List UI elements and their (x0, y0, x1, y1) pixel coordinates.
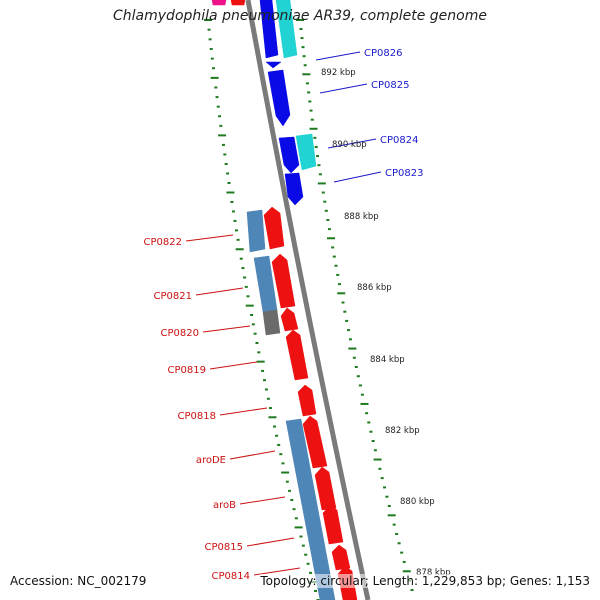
callout-line (253, 567, 301, 576)
gene-small (265, 61, 282, 69)
gene-label-cp0826: CP0826 (364, 48, 402, 59)
gene-cp0819 (285, 329, 309, 381)
feature-cp0820 (262, 309, 281, 336)
callout-line (239, 496, 286, 505)
genome-backbone (245, 0, 371, 600)
gene-label-cp0818: CP0818 (178, 411, 216, 422)
gene-arob (314, 466, 337, 511)
callout-line (202, 325, 251, 333)
genome-summary-text: Topology: circular; Length: 1,229,853 bp… (260, 574, 590, 588)
map-title: Chlamydophila pneumoniae AR39, complete … (113, 8, 487, 24)
callout-line (195, 287, 244, 296)
gene-label-cp0821: CP0821 (154, 291, 192, 302)
scale-label: 886 kbp (357, 283, 392, 293)
gene-cp0826 (259, 0, 279, 59)
gene-arode (302, 415, 328, 469)
gene-cp0825 (267, 69, 291, 127)
callout-line (229, 450, 276, 460)
scale-label: 888 kbp (344, 212, 379, 222)
gene-label-cp0823: CP0823 (385, 168, 423, 179)
partial-gene-top (211, 0, 227, 6)
backbone-line (245, 0, 371, 600)
gene-cp0824 (278, 136, 300, 174)
feature-cp0826 (275, 0, 298, 59)
callout-line (185, 234, 234, 242)
scale-label: 884 kbp (370, 355, 405, 365)
gene-label-arode: aroDE (196, 455, 226, 466)
gene-label-cp0815: CP0815 (205, 542, 243, 553)
gene-cp0814 (331, 544, 351, 571)
feature-cp0824 (295, 133, 317, 171)
feature-arode (285, 418, 336, 600)
scale-label: 880 kbp (400, 497, 435, 507)
scale-label: 890 kbp (332, 140, 367, 150)
accession-text: Accession: NC_002179 (10, 574, 147, 588)
gene-cp0823 (284, 172, 304, 206)
gene-cp0815 (322, 504, 344, 545)
callout-line (315, 51, 361, 61)
callout-line (246, 537, 295, 547)
callout-line (327, 138, 377, 149)
gene-label-cp0814: CP0814 (212, 571, 250, 582)
gene-cp0822 (263, 206, 285, 250)
gene-label-cp0819: CP0819 (168, 365, 206, 376)
callout-line (209, 361, 258, 370)
gene-label-cp0824: CP0824 (380, 135, 418, 146)
label-callouts: CP0826 CP0825 CP0824 CP0823 CP0822 CP0821 CP08… (144, 48, 424, 582)
scale-label: 878 kbp (416, 568, 451, 578)
gene-cp0818 (297, 384, 317, 417)
callout-line (319, 83, 368, 94)
gene-label-cp0825: CP0825 (371, 80, 409, 91)
callout-line (219, 407, 268, 416)
gene-label-arob: aroB (213, 500, 236, 511)
callout-line (333, 171, 382, 183)
scale-labels: 892 kbp 890 kbp 888 kbp 886 kbp 884 kbp 882 k… (321, 68, 451, 578)
feature-cp0822 (246, 209, 266, 253)
gene-label-cp0822: CP0822 (144, 237, 182, 248)
scale-label: 892 kbp (321, 68, 356, 78)
gene-label-cp0820: CP0820 (161, 328, 199, 339)
partial-gene-top (230, 0, 246, 6)
gene-cp0821 (271, 253, 296, 309)
gene-cp0820 (280, 307, 299, 332)
scale-label: 882 kbp (385, 426, 420, 436)
